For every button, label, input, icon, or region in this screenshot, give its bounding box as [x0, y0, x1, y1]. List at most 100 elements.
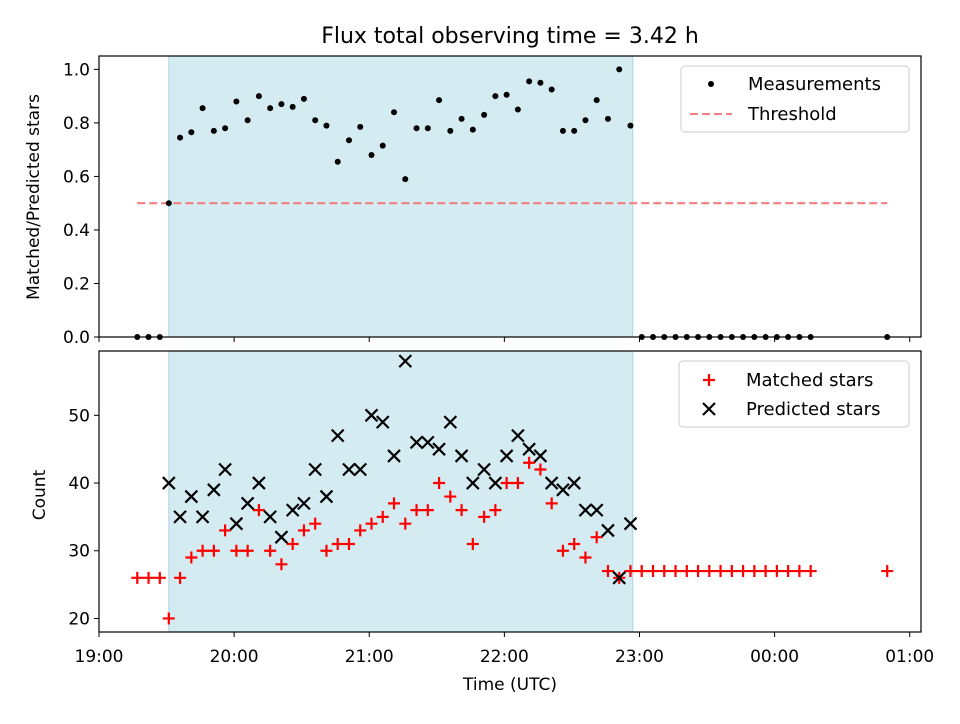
measurement-point	[604, 115, 611, 122]
y-tick-label: 20	[68, 609, 90, 629]
x-tick-label: 22:00	[480, 647, 529, 667]
predicted-star-point	[195, 510, 210, 524]
measurement-point	[177, 134, 184, 141]
predicted-star-point	[454, 449, 469, 463]
matched-star-point	[320, 544, 333, 557]
predicted-star-point	[375, 415, 390, 429]
measurement-point	[582, 117, 589, 124]
measurement-point	[244, 117, 251, 124]
matched-star-point	[286, 537, 299, 550]
matched-star-point	[568, 537, 581, 550]
measurement-point	[537, 79, 544, 86]
predicted-star-point	[297, 496, 311, 511]
matched-star-point	[455, 504, 468, 517]
measurement-point	[526, 78, 533, 85]
predicted-star-point	[612, 571, 627, 585]
matched-star-point	[703, 565, 716, 578]
predicted-star-point	[567, 476, 581, 490]
matched-star-point	[759, 565, 772, 578]
predicted-star-point	[601, 523, 615, 538]
matched-star-point	[881, 565, 894, 578]
matched-star-point	[196, 544, 209, 557]
ratio-panel: Flux total observing time = 3.42 h Match…	[24, 24, 922, 348]
matched-star-point	[669, 565, 682, 578]
predicted-star-point	[364, 408, 379, 423]
count-legend: Matched stars Predicted stars	[678, 360, 910, 428]
matched-star-point	[478, 510, 491, 523]
y-axis-label-count: Count	[30, 469, 50, 520]
matched-star-point	[500, 477, 513, 490]
predicted-star-point	[544, 476, 559, 490]
measurement-point	[312, 117, 319, 124]
legend-plus-marker	[703, 374, 715, 386]
matched-star-point	[354, 524, 367, 537]
measurement-point	[548, 86, 555, 93]
count-marks	[131, 351, 894, 632]
predicted-star-point	[488, 476, 503, 490]
matched-star-point	[714, 565, 727, 578]
measurement-point	[199, 105, 206, 112]
matched-star-point	[252, 504, 265, 517]
measurement-point	[267, 105, 274, 112]
measurement-point	[627, 122, 634, 129]
predicted-star-point	[511, 428, 525, 443]
measurement-point	[593, 97, 600, 104]
predicted-star-point	[229, 516, 244, 531]
measurement-point	[323, 122, 330, 129]
matched-star-point	[534, 463, 547, 476]
measurement-point	[447, 127, 454, 134]
matched-star-point	[658, 565, 671, 578]
legend-box	[680, 65, 910, 133]
measurement-point	[233, 98, 240, 105]
predicted-star-point	[207, 483, 221, 497]
legend-x-marker	[702, 402, 716, 416]
matched-star-point	[545, 497, 558, 510]
predicted-star-point	[330, 428, 345, 443]
measurement-point	[210, 127, 217, 134]
matched-star-point	[365, 517, 378, 530]
matched-star-point	[207, 544, 220, 557]
matched-star-point	[680, 565, 693, 578]
matched-star-point	[433, 477, 446, 490]
x-tick-label: 23:00	[615, 647, 664, 667]
matched-star-point	[692, 565, 705, 578]
legend-label-predicted: Predicted stars	[746, 399, 880, 420]
matched-star-point	[174, 571, 187, 584]
predicted-star-point	[398, 354, 413, 368]
x-tick-label: 00:00	[750, 647, 799, 667]
measurement-point	[481, 111, 488, 118]
matched-star-point	[466, 537, 479, 550]
measurement-point	[391, 109, 398, 116]
predicted-star-point	[578, 503, 593, 517]
predicted-star-point	[409, 435, 424, 450]
predicted-star-point	[263, 510, 277, 524]
predicted-star-point	[421, 435, 435, 450]
matched-star-point	[241, 544, 254, 557]
y-tick-label: 30	[68, 542, 90, 562]
matched-star-point	[489, 504, 502, 517]
matched-star-point	[782, 565, 795, 578]
measurement-point	[469, 126, 476, 133]
matched-star-point	[185, 551, 198, 564]
measurement-point	[345, 137, 352, 144]
y-tick-label: 40	[68, 474, 90, 494]
measurement-point	[368, 152, 375, 159]
x-tick-label: 21:00	[345, 647, 394, 667]
measurement-point	[503, 91, 510, 98]
matched-star-point	[421, 504, 434, 517]
y-tick-label: 0.6	[63, 167, 90, 187]
count-x-ticks: 19:00 20:00 21:00 22:00 23:00 00:00 01:00	[75, 632, 934, 667]
y-tick-label: 0.0	[63, 328, 90, 348]
measurement-point	[413, 125, 420, 132]
predicted-star-point	[173, 510, 187, 524]
predicted-star-point	[533, 449, 548, 463]
predicted-star-point	[252, 476, 266, 490]
matched-star-point	[297, 524, 310, 537]
ratio-legend: Measurements Threshold	[680, 65, 910, 133]
legend-box	[678, 360, 910, 428]
legend-dot-marker	[708, 81, 714, 87]
matched-star-point	[264, 544, 277, 557]
matched-star-point	[153, 571, 166, 584]
matched-star-point	[737, 565, 750, 578]
